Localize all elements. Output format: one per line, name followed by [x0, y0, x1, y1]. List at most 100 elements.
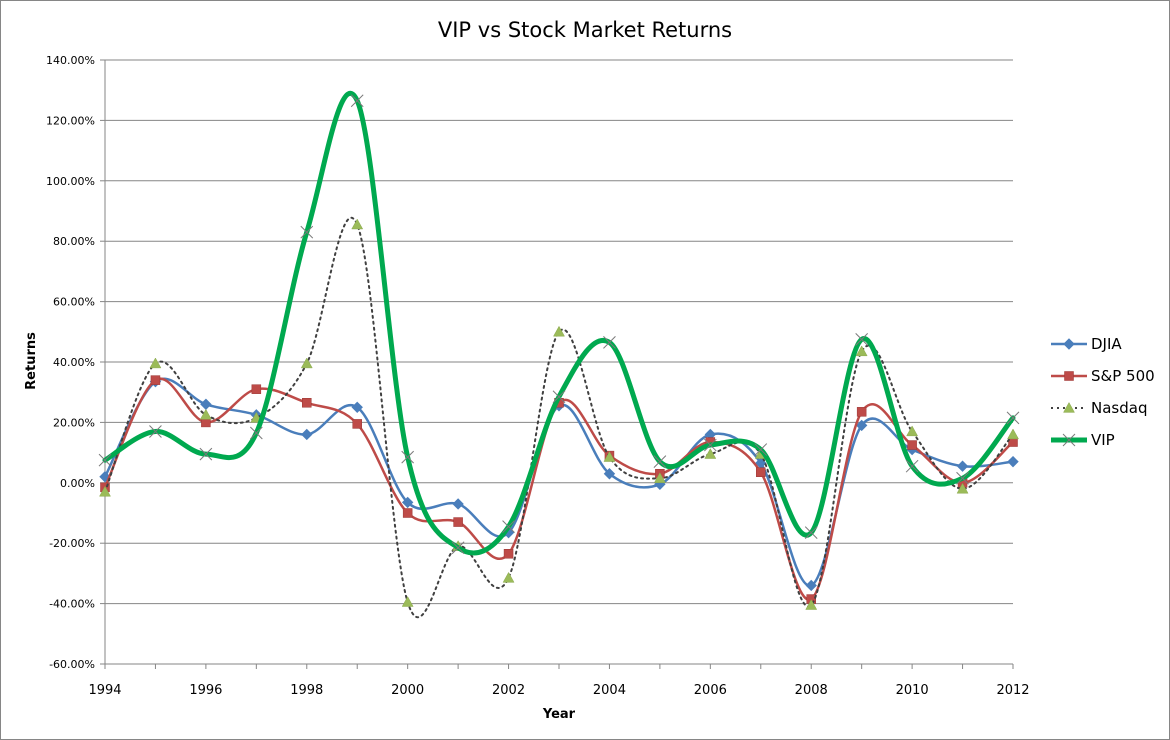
- x-marker-stroke: [1006, 411, 1020, 425]
- data-point-nasdaq: [502, 571, 515, 583]
- data-point-nasdaq: [300, 357, 313, 369]
- data-point-vip: [905, 459, 919, 473]
- data-point-s-p-500: [302, 398, 312, 408]
- data-point-nasdaq: [553, 325, 565, 337]
- data-point-s-p-500: [907, 440, 917, 450]
- data-point-djia: [301, 428, 313, 441]
- data-point-vip: [98, 453, 112, 467]
- data-point-nasdaq: [603, 451, 616, 462]
- x-marker-stroke: [754, 443, 768, 456]
- x-tick-label: 2010: [896, 683, 929, 698]
- data-point-vip: [249, 426, 263, 440]
- data-point-nasdaq: [805, 599, 818, 610]
- data-point-djia: [603, 468, 616, 480]
- data-point-vip: [350, 94, 364, 108]
- data-point-vip: [502, 520, 515, 533]
- legend-item-djia: DJIA: [1051, 335, 1122, 353]
- data-point-nasdaq: [149, 357, 162, 369]
- data-point-djia: [855, 419, 868, 432]
- y-tick-label: 140.00%: [46, 54, 95, 67]
- data-point-nasdaq: [906, 425, 919, 437]
- series-vip: [98, 90, 1020, 556]
- legend-marker-nasdaq: [1063, 401, 1075, 413]
- x-tick-label: 2000: [391, 683, 424, 698]
- x-marker-stroke: [905, 459, 919, 473]
- data-point-vip: [855, 332, 869, 346]
- x-marker-stroke: [199, 447, 213, 461]
- data-point-vip: [1006, 411, 1020, 425]
- legend: DJIA S&P 500 Nasdaq VIP: [1051, 335, 1155, 449]
- y-tick-label: 20.00%: [53, 416, 95, 429]
- x-tick-label: 2004: [593, 683, 626, 698]
- x-marker-stroke: [300, 225, 314, 239]
- x-tick-label: 2012: [996, 683, 1029, 698]
- data-point-vip: [653, 455, 667, 469]
- legend-label-s-p-500: S&P 500: [1091, 367, 1155, 385]
- series-line-vip: [102, 90, 1016, 556]
- chart-title: VIP vs Stock Market Returns: [438, 18, 732, 42]
- x-marker-stroke: [552, 390, 566, 404]
- y-tick-label: 0.00%: [60, 477, 95, 490]
- data-point-djia: [805, 579, 817, 592]
- data-point-vip: [401, 450, 415, 464]
- data-point-nasdaq: [956, 482, 969, 494]
- data-point-s-p-500: [251, 384, 262, 394]
- legend-marker-s-p-500: [1064, 371, 1074, 381]
- data-point-vip: [804, 526, 818, 539]
- legend-item-s-p-500: S&P 500: [1051, 367, 1155, 385]
- x-marker-stroke: [804, 526, 818, 539]
- data-point-s-p-500: [503, 549, 514, 559]
- data-point-nasdaq: [99, 485, 111, 497]
- x-marker-stroke: [451, 541, 465, 555]
- x-marker-stroke: [149, 425, 162, 438]
- data-point-vip: [956, 471, 969, 485]
- x-marker-stroke: [1062, 433, 1076, 447]
- data-point-s-p-500: [402, 508, 413, 518]
- data-point-vip: [552, 390, 566, 404]
- y-tick-label: 80.00%: [53, 235, 95, 248]
- x-tick-label: 2002: [492, 683, 525, 698]
- x-marker-stroke: [249, 426, 263, 440]
- x-tick-label: 1996: [189, 683, 222, 698]
- legend-item-vip: VIP: [1051, 431, 1115, 449]
- data-point-nasdaq: [1007, 428, 1019, 440]
- data-point-nasdaq: [704, 448, 717, 459]
- x-marker-stroke: [653, 455, 667, 469]
- legend-label-djia: DJIA: [1091, 335, 1122, 353]
- data-point-nasdaq: [855, 345, 868, 357]
- y-tick-label: 120.00%: [46, 114, 95, 127]
- x-axis-title: Year: [542, 707, 576, 722]
- x-marker-stroke: [603, 336, 616, 349]
- data-point-djia: [956, 460, 969, 472]
- x-marker-stroke: [703, 438, 717, 452]
- data-point-vip: [603, 336, 616, 349]
- series-line-nasdaq: [104, 216, 1014, 619]
- data-point-nasdaq: [401, 596, 414, 607]
- y-tick-label: 60.00%: [53, 296, 95, 309]
- x-marker-stroke: [855, 332, 869, 346]
- data-point-nasdaq: [351, 218, 364, 230]
- y-tick-label: -20.00%: [49, 537, 95, 550]
- x-marker-stroke: [350, 94, 364, 108]
- x-marker-stroke: [401, 450, 415, 464]
- legend-item-nasdaq: Nasdaq: [1051, 399, 1147, 417]
- axes: 140.00% 120.00% 100.00% 80.00% 60.00% 40.00% 2…: [46, 54, 1030, 698]
- data-point-djia: [452, 498, 464, 510]
- data-point-nasdaq: [199, 408, 212, 420]
- y-tick-label: 40.00%: [53, 356, 95, 369]
- x-tick-label: 1998: [290, 683, 323, 698]
- data-point-vip: [300, 225, 314, 239]
- data-point-djia: [200, 398, 212, 410]
- x-tick-label: 2008: [795, 683, 828, 698]
- x-marker-stroke: [98, 453, 112, 467]
- data-point-s-p-500: [453, 517, 463, 527]
- x-marker-stroke: [502, 520, 515, 533]
- data-point-s-p-500: [150, 375, 161, 385]
- data-point-vip: [703, 438, 717, 452]
- data-point-s-p-500: [756, 467, 766, 477]
- x-marker-stroke: [956, 471, 969, 485]
- legend-label-vip: VIP: [1091, 431, 1115, 449]
- legend-marker-vip: [1062, 433, 1076, 447]
